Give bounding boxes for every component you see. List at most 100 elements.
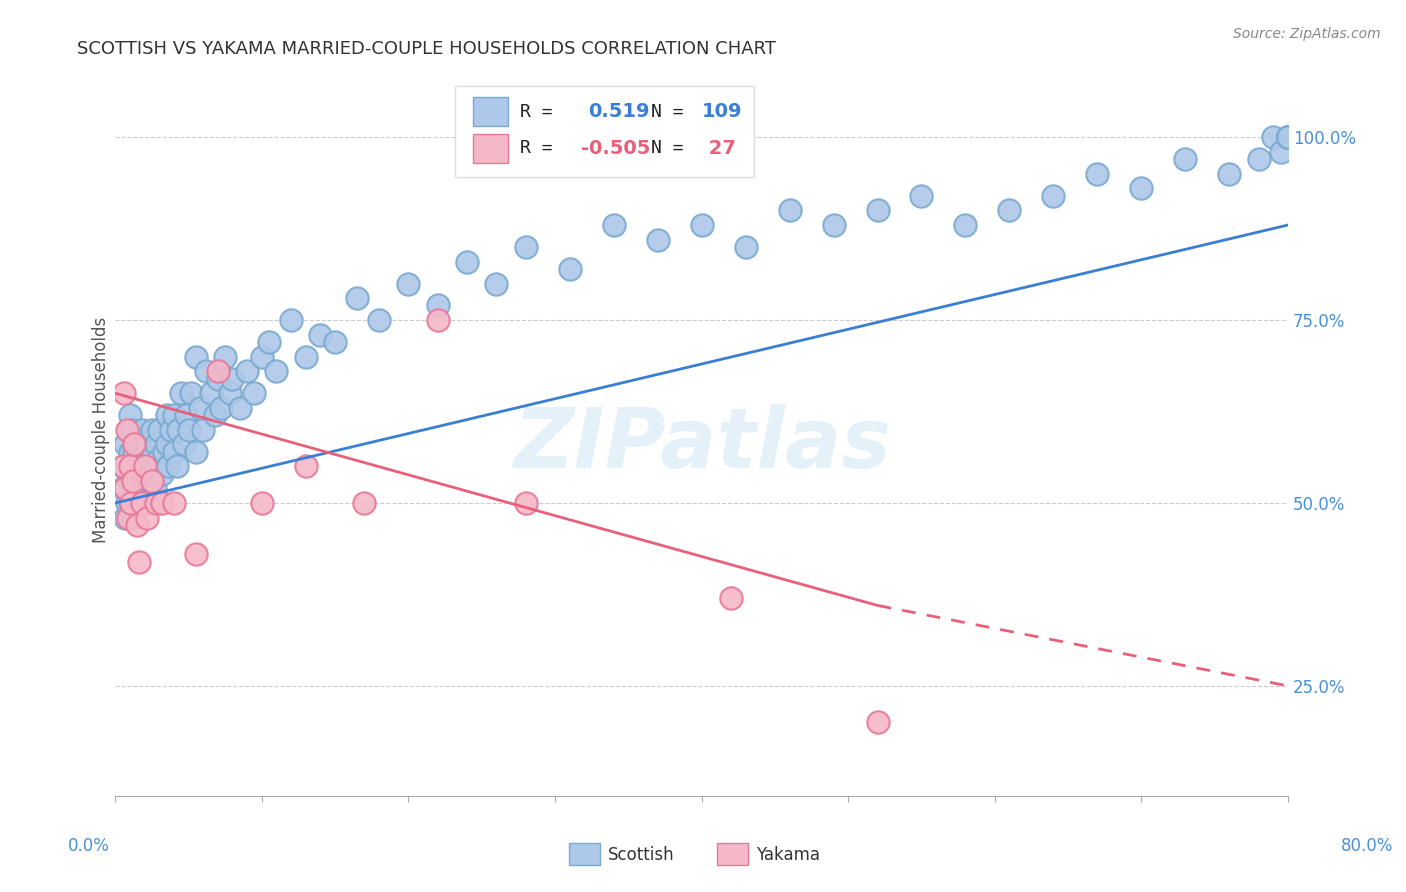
Point (150, 496, 173, 510)
Point (209, 401, 232, 415)
Point (558, 261, 581, 276)
Point (1247, 152, 1270, 166)
Point (114, 437, 136, 451)
Point (134, 474, 156, 488)
Text: 109: 109 (702, 102, 742, 121)
Point (136, 437, 159, 451)
Point (955, 218, 977, 232)
Point (167, 423, 190, 437)
Point (368, 313, 391, 327)
Point (243, 386, 266, 401)
Point (236, 364, 259, 378)
Point (779, 203, 801, 218)
Point (221, 371, 243, 385)
Text: 0.0%: 0.0% (67, 837, 110, 855)
Point (1277, 130, 1299, 145)
Text: 80.0%: 80.0% (1340, 837, 1393, 855)
Point (218, 386, 240, 401)
Point (124, 481, 146, 495)
Point (131, 467, 153, 481)
Point (1277, 130, 1299, 145)
Point (193, 423, 215, 437)
Point (294, 350, 316, 364)
Point (207, 371, 229, 385)
Point (353, 496, 375, 510)
Point (1042, 188, 1064, 202)
Point (111, 459, 134, 474)
Point (396, 277, 419, 291)
Point (823, 218, 845, 232)
Point (1130, 181, 1153, 195)
Point (111, 459, 134, 474)
FancyBboxPatch shape (456, 86, 755, 178)
Point (155, 408, 177, 422)
Point (134, 444, 156, 458)
Point (184, 547, 207, 561)
Point (143, 481, 166, 495)
Point (128, 555, 150, 569)
Point (132, 481, 155, 495)
Point (115, 496, 138, 510)
Point (195, 364, 218, 378)
Point (309, 327, 332, 342)
Point (184, 444, 207, 458)
Point (170, 386, 193, 401)
Point (141, 423, 163, 437)
Point (127, 437, 149, 451)
Point (118, 444, 141, 458)
Point (163, 444, 186, 458)
Text: R =: R = (520, 103, 564, 120)
Point (127, 518, 149, 533)
Point (148, 423, 170, 437)
Point (117, 510, 139, 524)
Point (910, 188, 932, 202)
Point (118, 408, 141, 422)
Point (515, 240, 537, 254)
Point (866, 203, 889, 218)
Point (602, 218, 624, 232)
Point (163, 496, 186, 510)
Point (1218, 167, 1240, 181)
Point (155, 437, 177, 451)
Point (257, 334, 280, 349)
Point (204, 408, 226, 422)
Text: N =: N = (651, 139, 683, 157)
Text: N =: N = (651, 103, 683, 120)
Point (111, 481, 134, 495)
Point (120, 459, 142, 474)
Point (346, 291, 368, 305)
Point (647, 233, 669, 247)
Point (145, 437, 167, 451)
Point (1263, 130, 1285, 145)
Point (200, 386, 222, 401)
Point (145, 496, 167, 510)
Point (118, 474, 141, 488)
Text: 0.519: 0.519 (588, 102, 650, 121)
Point (129, 452, 152, 467)
Point (160, 423, 183, 437)
Point (456, 254, 478, 268)
Point (280, 313, 302, 327)
Point (720, 591, 742, 606)
Point (131, 496, 153, 510)
Point (145, 459, 167, 474)
Text: -0.505: -0.505 (581, 138, 650, 158)
Point (266, 364, 288, 378)
Point (131, 423, 153, 437)
Point (117, 423, 139, 437)
Point (690, 218, 713, 232)
Point (148, 452, 170, 467)
Point (136, 510, 159, 524)
Point (118, 459, 141, 474)
Bar (472, 97, 508, 127)
Text: Yakama: Yakama (756, 846, 821, 863)
Point (250, 496, 273, 510)
Text: ZIPatlas: ZIPatlas (513, 404, 890, 485)
Point (156, 459, 179, 474)
Point (115, 423, 138, 437)
Text: Source: ZipAtlas.com: Source: ZipAtlas.com (1233, 27, 1381, 41)
Point (1277, 130, 1299, 145)
Point (141, 474, 163, 488)
Point (127, 459, 149, 474)
Point (173, 437, 195, 451)
